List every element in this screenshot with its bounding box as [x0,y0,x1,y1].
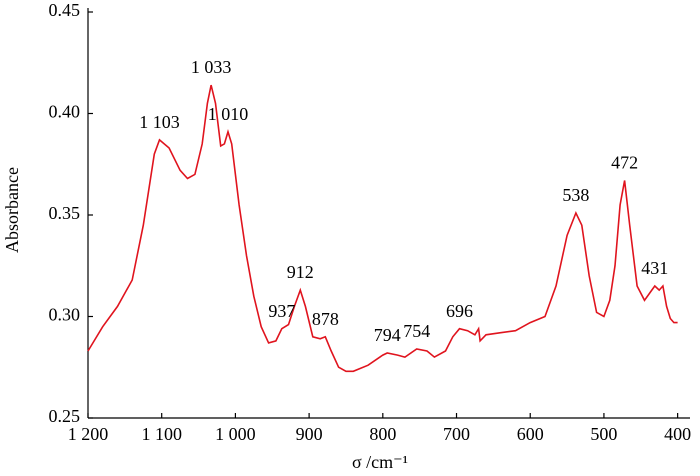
peak-label: 937 [268,301,295,321]
x-tick-label: 800 [369,424,396,444]
y-axis-label: Absorbance [2,167,22,253]
y-tick-label: 0.40 [49,102,81,122]
x-tick-label: 600 [517,424,544,444]
peak-label: 878 [312,309,339,329]
y-tick-label: 0.25 [49,406,81,426]
peak-label: 431 [641,258,668,278]
y-tick-label: 0.45 [49,0,81,20]
peak-label: 472 [611,153,638,173]
x-tick-label: 900 [296,424,323,444]
x-tick-label: 700 [443,424,470,444]
x-tick-label: 1 100 [141,424,182,444]
x-tick-label: 1 000 [215,424,256,444]
x-tick-label: 400 [664,424,691,444]
peak-label: 794 [374,325,401,345]
peak-label: 1 010 [208,104,249,124]
y-tick-label: 0.35 [49,203,81,223]
x-tick-label: 500 [590,424,617,444]
peak-label: 754 [403,321,430,341]
x-axis-label: σ /cm⁻¹ [352,452,408,472]
peak-label: 1 033 [191,57,232,77]
y-tick-label: 0.30 [49,305,81,325]
peak-label: 696 [446,301,473,321]
x-tick-label: 1 200 [68,424,109,444]
peak-label: 538 [562,185,589,205]
peak-label: 912 [287,262,314,282]
peak-label: 1 103 [139,112,180,132]
spectrum-line [87,84,678,373]
